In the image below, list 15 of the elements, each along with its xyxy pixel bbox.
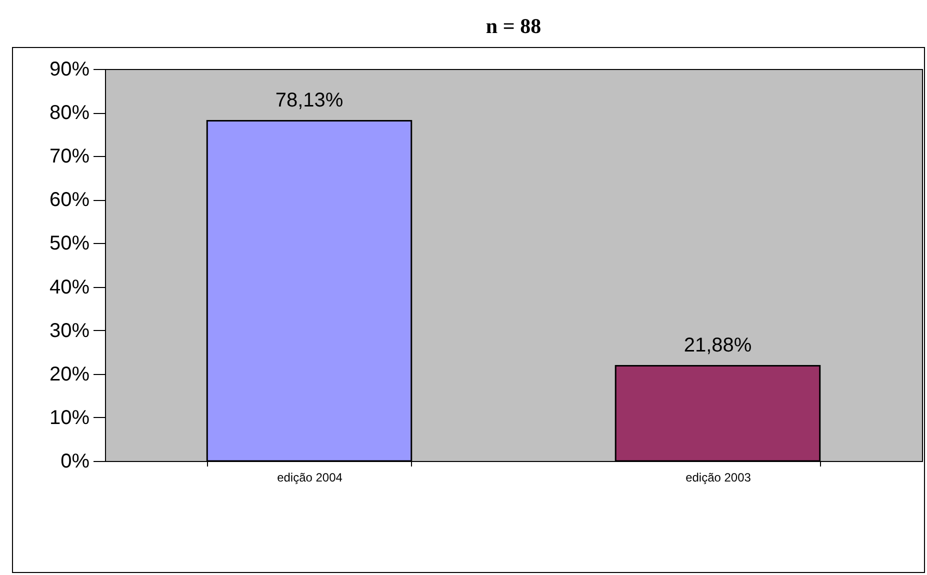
y-tick-label: 70%: [49, 146, 90, 168]
y-tick-label: 60%: [49, 189, 90, 212]
y-tick-label: 80%: [49, 102, 90, 124]
data-label: 78,13%: [275, 90, 344, 112]
y-tick-label: 30%: [49, 320, 90, 342]
x-tick-label: edição 2003: [686, 470, 752, 484]
y-tick-label: 10%: [49, 406, 90, 429]
y-tick-label: 0%: [60, 450, 90, 472]
y-tick-label: 20%: [49, 363, 90, 386]
chart-title: n = 88: [486, 14, 542, 38]
y-tick-label: 40%: [49, 276, 90, 298]
data-label: 21,88%: [684, 334, 752, 357]
y-tick-label: 50%: [49, 232, 90, 255]
y-tick-label: 90%: [49, 58, 90, 80]
x-tick-label: edição 2004: [277, 470, 343, 484]
